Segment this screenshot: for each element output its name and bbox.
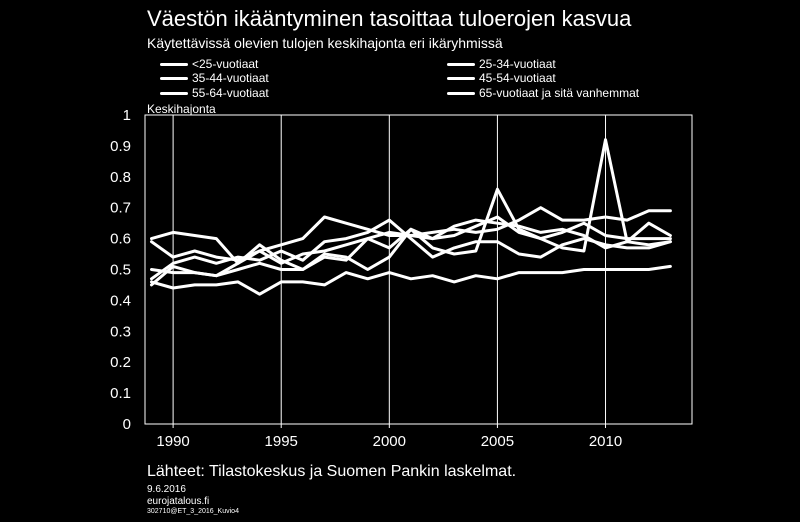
legend-swatch — [447, 91, 475, 95]
series-line-0 — [150, 138, 672, 287]
y-tick-label: 0.8 — [110, 169, 131, 186]
y-tick-label: 0.6 — [110, 231, 131, 248]
chart-subtitle: Käytettävissä olevien tulojen keskihajon… — [147, 35, 503, 51]
x-tick-label: 2000 — [373, 433, 406, 450]
legend-swatch — [447, 62, 475, 66]
legend-item-under-25: <25-vuotiaat — [160, 57, 258, 71]
y-tick-label: 0.9 — [110, 138, 131, 155]
series-line-3 — [150, 218, 672, 278]
plot-frame — [144, 114, 693, 425]
y-tick-label: 0.4 — [110, 292, 131, 309]
legend-label: <25-vuotiaat — [192, 57, 259, 71]
y-tick-label: 1 — [123, 107, 131, 124]
x-tick-label: 2010 — [589, 433, 622, 450]
y-tick-label: 0.2 — [110, 354, 131, 371]
legend-swatch — [447, 76, 475, 80]
legend-item-35-44: 35-44-vuotiaat — [160, 71, 269, 85]
y-tick-label: 0.3 — [110, 323, 131, 340]
series-line-4 — [150, 218, 672, 281]
legend-swatch — [160, 62, 188, 66]
legend-label: 45-54-vuotiaat — [479, 71, 556, 85]
y-tick-label: 0.1 — [110, 385, 131, 402]
x-tick-label: 1990 — [156, 433, 189, 450]
y-tick-label: 0 — [123, 416, 131, 433]
legend-label: 25-34-vuotiaat — [479, 57, 556, 71]
legend-label: 35-44-vuotiaat — [192, 71, 269, 85]
legend-swatch — [160, 76, 188, 80]
figure-code: 302710@ET_3_2016_Kuvio4 — [147, 508, 239, 515]
legend-label: 65-vuotiaat ja sitä vanhemmat — [479, 86, 640, 100]
series-line-2 — [150, 215, 672, 265]
chart-title: Väestön ikääntyminen tasoittaa tuloeroje… — [147, 6, 632, 31]
y-tick-label: 0.5 — [110, 262, 131, 279]
series-line-5 — [150, 264, 672, 296]
publish-date: 9.6.2016 — [147, 484, 186, 495]
legend-label: 55-64-vuotiaat — [192, 86, 269, 100]
legend-item-65-plus: 65-vuotiaat ja sitä vanhemmat — [447, 86, 639, 100]
x-tick-label: 1995 — [265, 433, 298, 450]
legend-item-25-34: 25-34-vuotiaat — [447, 57, 556, 71]
legend-swatch — [160, 91, 188, 95]
y-axis-unit-label: Keskihajonta — [147, 102, 216, 116]
source-note: Lähteet: Tilastokeskus ja Suomen Pankin … — [147, 463, 517, 480]
y-tick-label: 0.7 — [110, 200, 131, 217]
site-name: eurojatalous.fi — [147, 496, 210, 507]
legend-item-55-64: 55-64-vuotiaat — [160, 86, 269, 100]
legend-item-45-54: 45-54-vuotiaat — [447, 71, 556, 85]
x-tick-label: 2005 — [481, 433, 514, 450]
